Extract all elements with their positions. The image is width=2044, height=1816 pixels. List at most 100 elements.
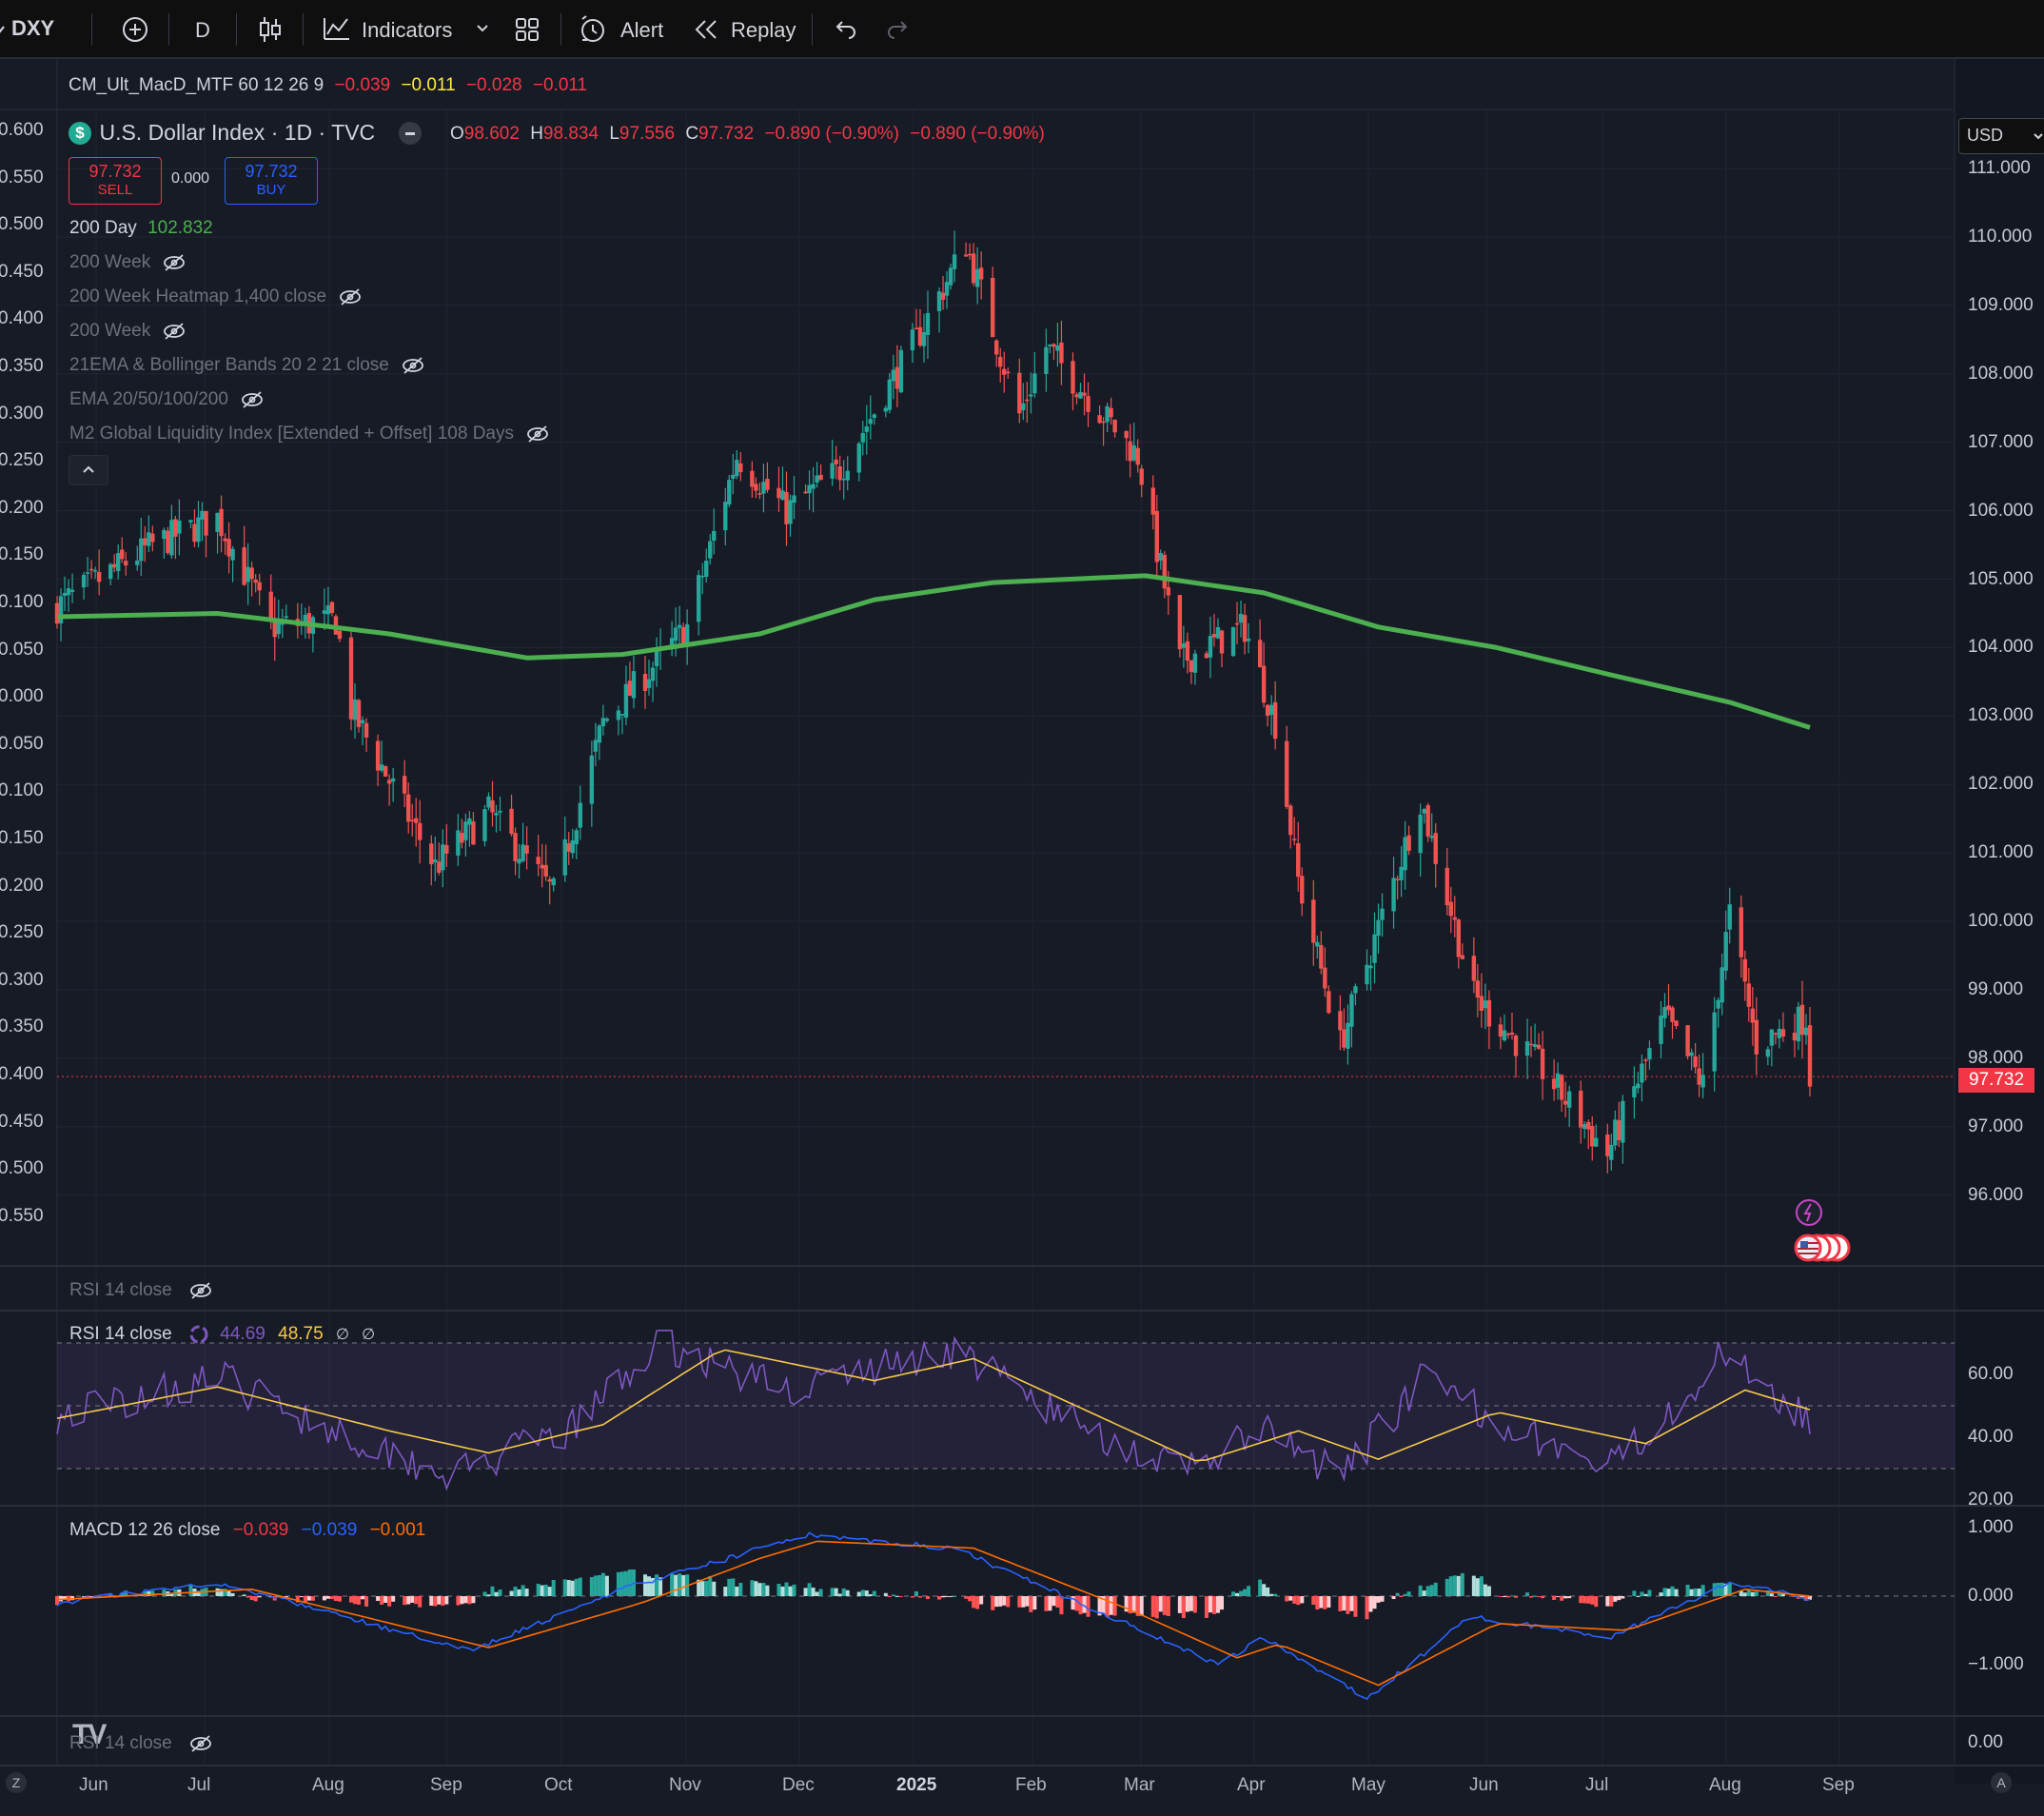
candle-body [360,720,365,723]
macd-hist-bar [1693,1588,1698,1596]
candle-body [1311,899,1316,943]
candle-body [811,484,816,489]
mtf-indicator-legend[interactable]: CM_Ult_MacD_MTF 60 12 26 9 −0.039 −0.011… [69,75,587,96]
candle-body [1112,419,1117,433]
left-axis-label: 0.150 [0,544,44,565]
macd-hist-bar [1017,1596,1022,1608]
rsi-ma-value: 48.75 [278,1324,324,1345]
macd-hist-bar [1582,1596,1587,1604]
candle-body [62,592,68,597]
mtf-value-2: −0.011 [401,75,456,95]
candle-body [1162,554,1167,589]
sell-button[interactable]: 97.732 SELL [69,157,162,205]
alert-button[interactable]: Alert [620,18,664,42]
hidden-indicator-legend[interactable]: EMA 20/50/100/200 [69,389,265,410]
redo-icon[interactable] [885,18,912,39]
candle-body [944,282,950,296]
hidden-indicator-label: 200 Week [69,321,151,341]
candle-body [543,864,548,877]
macd-hist-bar [784,1582,789,1596]
hidden-indicator-legend[interactable]: 200 Week Heatmap 1,400 close [69,286,363,307]
lightning-event-icon[interactable] [1795,1198,1823,1227]
undo-icon[interactable] [832,18,858,39]
collapse-legend-button[interactable] [69,455,108,485]
hidden-indicator-legend[interactable]: M2 Global Liquidity Index [Extended + Of… [69,424,550,444]
candle-body [680,626,686,647]
compare-add-icon[interactable] [121,15,149,44]
eye-crossed-icon[interactable] [162,253,187,272]
macd-hist-bar [883,1592,888,1596]
rsi-hidden-legend[interactable]: RSI 14 close [69,1280,213,1301]
candle-body [249,567,254,580]
indicators-button[interactable]: Indicators [362,18,453,42]
candle-body [1685,1025,1690,1056]
macd-hist-bar [1742,1592,1747,1596]
candle-body [600,718,606,727]
candle-body [1230,626,1236,657]
candle-body [994,340,999,355]
layout-grid-icon[interactable] [514,16,540,43]
candle-body [864,426,869,432]
macd-hist-bar [765,1585,770,1596]
macd-hist-bar [1483,1584,1487,1596]
candle-body [1406,835,1411,851]
candle-body [578,802,582,828]
chevron-down-icon[interactable] [476,24,489,33]
interval-button[interactable]: D [195,18,210,42]
candle-body [925,312,931,335]
timezone-z-button[interactable]: Z [6,1772,27,1793]
tradingview-logo[interactable]: TV [72,1719,107,1750]
chart-canvas[interactable] [0,59,2044,1784]
hidden-indicator-legend[interactable]: 21EMA & Bollinger Bands 20 2 21 close [69,355,425,376]
macd-hist-bar [1609,1596,1614,1607]
hidden-indicator-legend[interactable]: 200 Week [69,321,187,342]
candle-style-icon[interactable] [257,14,284,45]
candle-body [1181,643,1187,648]
macd-hist-bar [1380,1596,1385,1602]
hidden-indicator-legend[interactable]: 200 Week [69,252,187,273]
symbol-search-icon[interactable] [0,19,8,38]
legend-200-day[interactable]: 200 Day 102.832 [69,218,213,239]
candle-body [1448,901,1453,917]
eye-crossed-icon[interactable] [162,322,187,341]
rsi-legend[interactable]: RSI 14 close 44.69 48.75 ∅ ∅ [69,1324,375,1345]
macd-hist-bar [456,1596,461,1606]
candle-body [143,538,147,545]
candle-body [1021,403,1026,410]
macd-hist-bar [731,1578,736,1596]
mtf-value-4: −0.011 [532,75,588,95]
macd-line-value: −0.039 [301,1520,358,1540]
price-axis-background [1955,59,2044,1784]
symbol-name[interactable]: DXY [11,16,55,40]
macd-hist-bar [1716,1582,1720,1596]
candle-body [219,508,224,537]
replay-button[interactable]: Replay [731,18,796,42]
auto-scale-button[interactable]: A [1991,1772,2012,1793]
price-axis-label: 110.000 [1968,227,2033,247]
bottom-rsi-legend[interactable]: RSI 14 close [69,1733,213,1754]
alert-clock-icon[interactable] [578,14,608,45]
candle-body [147,532,151,546]
currency-selector[interactable]: USD [1958,118,2044,154]
us-economic-events-icon[interactable] [1793,1233,1854,1263]
eye-crossed-icon[interactable] [338,287,363,306]
symbol-title[interactable]: U.S. Dollar Index · 1D · TVC [99,120,376,145]
indicators-icon[interactable] [322,13,352,44]
candle-body [1605,1135,1610,1156]
candle-body [1632,1086,1637,1098]
eye-crossed-icon[interactable] [525,424,550,444]
rsi-hidden-label: RSI 14 close [69,1280,172,1300]
eye-crossed-icon[interactable] [240,390,265,409]
candle-body [1192,653,1198,673]
eye-crossed-icon[interactable] [401,356,425,375]
rsi-source-icon [189,1325,208,1344]
replay-icon[interactable] [693,18,719,41]
macd-legend[interactable]: MACD 12 26 close −0.039 −0.039 −0.001 [69,1520,425,1541]
eye-crossed-icon[interactable] [188,1281,213,1300]
candle-body [883,407,889,412]
candle-body [1025,399,1030,402]
buy-button[interactable]: 97.732 BUY [225,157,318,205]
collapse-header-icon[interactable] [398,121,422,145]
macd-hist-bar [1338,1596,1343,1611]
eye-crossed-icon[interactable] [188,1734,213,1753]
